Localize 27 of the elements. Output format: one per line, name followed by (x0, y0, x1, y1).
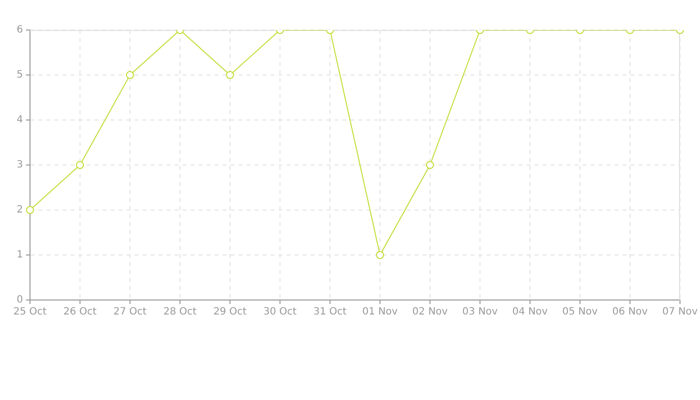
y-tick-label: 0 (16, 294, 23, 306)
x-tick-label: 25 Oct (13, 306, 47, 318)
point (226, 71, 234, 79)
y-tick-label: 6 (16, 24, 23, 36)
x-tick-label: 31 Oct (313, 306, 347, 318)
y-tick-label: 4 (16, 114, 23, 126)
x-tick-label: 30 Oct (263, 306, 297, 318)
y-tick-label: 5 (16, 70, 23, 81)
x-tick-label: 01 Nov (362, 306, 398, 318)
point (376, 251, 384, 259)
y-tick-label: 1 (16, 250, 23, 261)
x-tick-label: 04 Nov (512, 306, 548, 318)
x-tick-label: 06 Nov (612, 306, 648, 318)
x-tick-label: 26 Oct (63, 306, 97, 318)
x-tick-label: 05 Nov (562, 306, 598, 318)
y-tick-label: 3 (16, 160, 23, 171)
x-tick-label: 29 Oct (213, 306, 247, 318)
x-tick-label: 02 Nov (412, 306, 448, 318)
y-tick-label: 2 (16, 204, 23, 216)
x-tick-label: 27 Oct (113, 306, 147, 318)
point (76, 161, 84, 169)
point (26, 206, 34, 214)
x-tick-label: 28 Oct (163, 306, 197, 318)
point (426, 161, 434, 169)
x-tick-label: 03 Nov (462, 306, 498, 318)
point (126, 71, 134, 79)
x-tick-label: 07 Nov (662, 306, 698, 318)
